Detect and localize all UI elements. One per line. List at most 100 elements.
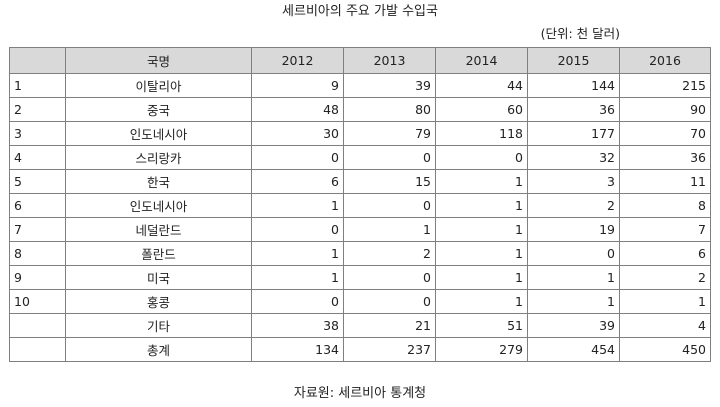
country-cell: 미국 xyxy=(65,265,252,290)
row-number: 5 xyxy=(9,169,66,194)
value-cell: 144 xyxy=(527,73,620,98)
country-cell: 인도네시아 xyxy=(65,121,252,146)
value-cell: 0 xyxy=(343,145,436,170)
import-table: 국명 2012 2013 2014 2015 2016 1 이탈리아 9 39 44 14… xyxy=(9,47,711,362)
value-cell: 1 xyxy=(527,289,620,314)
country-cell: 기타 xyxy=(65,313,252,338)
header-country: 국명 xyxy=(65,47,252,74)
table-row: 9 미국 1 0 1 1 2 xyxy=(9,265,711,290)
table-row: 총계 134 237 279 454 450 xyxy=(9,337,711,362)
country-cell: 폴란드 xyxy=(65,241,252,266)
value-cell: 0 xyxy=(251,145,344,170)
country-cell: 인도네시아 xyxy=(65,193,252,218)
value-cell: 0 xyxy=(251,217,344,242)
value-cell: 9 xyxy=(251,73,344,98)
header-no xyxy=(9,47,66,74)
table-row: 3 인도네시아 30 79 118 177 70 xyxy=(9,121,711,146)
value-cell: 118 xyxy=(435,121,528,146)
row-number: 10 xyxy=(9,289,66,314)
value-cell: 1 xyxy=(435,217,528,242)
page-title: 세르비아의 주요 가발 수입국 xyxy=(282,4,438,19)
table-header-row: 국명 2012 2013 2014 2015 2016 xyxy=(9,47,711,74)
value-cell: 134 xyxy=(251,337,344,362)
row-number: 4 xyxy=(9,145,66,170)
header-2014: 2014 xyxy=(435,47,528,74)
value-cell: 3 xyxy=(527,169,620,194)
value-cell: 44 xyxy=(435,73,528,98)
value-cell: 177 xyxy=(527,121,620,146)
value-cell: 454 xyxy=(527,337,620,362)
value-cell: 1 xyxy=(251,265,344,290)
value-cell: 0 xyxy=(527,241,620,266)
row-number: 2 xyxy=(9,97,66,122)
value-cell: 6 xyxy=(619,241,711,266)
value-cell: 237 xyxy=(343,337,436,362)
value-cell: 11 xyxy=(619,169,711,194)
row-number: 9 xyxy=(9,265,66,290)
country-cell: 중국 xyxy=(65,97,252,122)
value-cell: 450 xyxy=(619,337,711,362)
value-cell: 70 xyxy=(619,121,711,146)
value-cell: 1 xyxy=(435,241,528,266)
value-cell: 4 xyxy=(619,313,711,338)
value-cell: 36 xyxy=(527,97,620,122)
value-cell: 1 xyxy=(435,193,528,218)
value-cell: 2 xyxy=(619,265,711,290)
value-cell: 15 xyxy=(343,169,436,194)
value-cell: 48 xyxy=(251,97,344,122)
row-number: 8 xyxy=(9,241,66,266)
header-2012: 2012 xyxy=(251,47,344,74)
country-cell: 홍콩 xyxy=(65,289,252,314)
value-cell: 1 xyxy=(435,289,528,314)
value-cell: 19 xyxy=(527,217,620,242)
value-cell: 1 xyxy=(435,265,528,290)
table-row: 6 인도네시아 1 0 1 2 8 xyxy=(9,193,711,218)
value-cell: 1 xyxy=(251,193,344,218)
row-number: 6 xyxy=(9,193,66,218)
value-cell: 215 xyxy=(619,73,711,98)
value-cell: 80 xyxy=(343,97,436,122)
value-cell: 8 xyxy=(619,193,711,218)
value-cell: 21 xyxy=(343,313,436,338)
source-note: 자료원: 세르비아 통계청 xyxy=(293,386,427,401)
value-cell: 0 xyxy=(251,289,344,314)
value-cell: 1 xyxy=(527,265,620,290)
row-number xyxy=(9,313,66,338)
country-cell: 스리랑카 xyxy=(65,145,252,170)
value-cell: 32 xyxy=(527,145,620,170)
table-row: 5 한국 6 15 1 3 11 xyxy=(9,169,711,194)
value-cell: 0 xyxy=(343,265,436,290)
table-row: 기타 38 21 51 39 4 xyxy=(9,313,711,338)
value-cell: 39 xyxy=(527,313,620,338)
header-2016: 2016 xyxy=(619,47,711,74)
header-2015: 2015 xyxy=(527,47,620,74)
row-number: 7 xyxy=(9,217,66,242)
value-cell: 7 xyxy=(619,217,711,242)
table-row: 1 이탈리아 9 39 44 144 215 xyxy=(9,73,711,98)
value-cell: 1 xyxy=(619,289,711,314)
value-cell: 2 xyxy=(343,241,436,266)
value-cell: 90 xyxy=(619,97,711,122)
table-row: 8 폴란드 1 2 1 0 6 xyxy=(9,241,711,266)
row-number xyxy=(9,337,66,362)
value-cell: 60 xyxy=(435,97,528,122)
value-cell: 0 xyxy=(435,145,528,170)
country-cell: 총계 xyxy=(65,337,252,362)
value-cell: 279 xyxy=(435,337,528,362)
row-number: 3 xyxy=(9,121,66,146)
country-cell: 네덜란드 xyxy=(65,217,252,242)
value-cell: 51 xyxy=(435,313,528,338)
country-cell: 한국 xyxy=(65,169,252,194)
value-cell: 0 xyxy=(343,193,436,218)
table-row: 7 네덜란드 0 1 1 19 7 xyxy=(9,217,711,242)
table-row: 2 중국 48 80 60 36 90 xyxy=(9,97,711,122)
value-cell: 38 xyxy=(251,313,344,338)
value-cell: 36 xyxy=(619,145,711,170)
row-number: 1 xyxy=(9,73,66,98)
value-cell: 1 xyxy=(251,241,344,266)
header-2013: 2013 xyxy=(343,47,436,74)
table-row: 10 홍콩 0 0 1 1 1 xyxy=(9,289,711,314)
value-cell: 79 xyxy=(343,121,436,146)
table-row: 4 스리랑카 0 0 0 32 36 xyxy=(9,145,711,170)
value-cell: 39 xyxy=(343,73,436,98)
